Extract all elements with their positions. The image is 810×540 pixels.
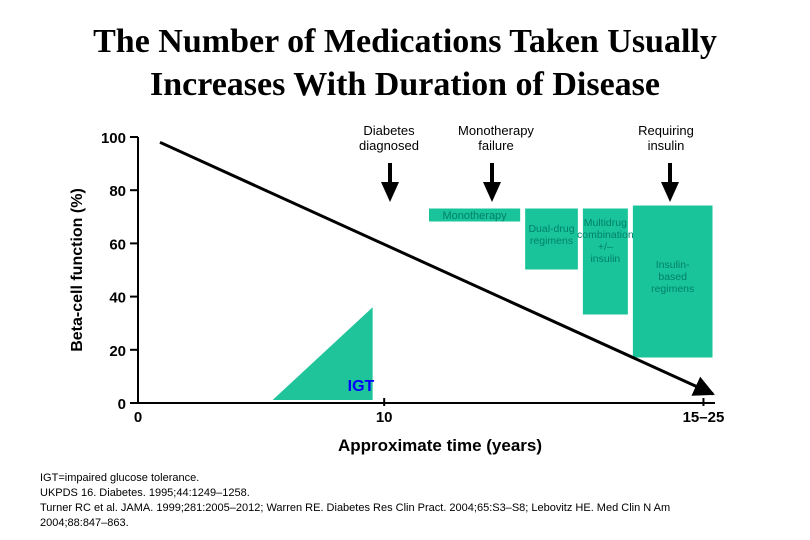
- x-tick-label: 15–25: [683, 409, 725, 426]
- chart-title: The Number of Medications Taken Usually …: [0, 20, 810, 106]
- title-line-2: Increases With Duration of Disease: [150, 66, 660, 103]
- phase-label: Insulin-based regimens: [651, 259, 694, 295]
- y-tick-label: 80: [109, 183, 126, 200]
- phase-box: [581, 207, 629, 316]
- x-tick-label: 10: [376, 409, 393, 426]
- y-tick-label: 60: [109, 236, 126, 253]
- igt-triangle: [272, 307, 373, 400]
- phase-label: Monotherapy: [442, 210, 507, 222]
- x-axis-label: Approximate time (years): [338, 436, 542, 455]
- event-arrow-head: [381, 182, 399, 202]
- event-arrow-head: [661, 182, 679, 202]
- reference-2: Turner RC et al. JAMA. 1999;281:2005–201…: [40, 502, 671, 514]
- beta-cell-line: [159, 140, 715, 396]
- title-line-1: The Number of Medications Taken Usually: [93, 23, 717, 60]
- y-axis-label: Beta-cell function (%): [69, 188, 86, 352]
- event-label: Diabetes diagnosed: [359, 123, 419, 153]
- reference-1: UKPDS 16. Diabetes. 1995;44:1249–1258.: [40, 487, 250, 499]
- y-tick-label: 20: [109, 343, 126, 360]
- y-tick-label: 40: [109, 290, 126, 307]
- phase-label: Dual-drug regimens: [528, 223, 574, 247]
- footnotes: IGT=impaired glucose tolerance. UKPDS 16…: [40, 471, 800, 531]
- beta-cell-chart: 0 20 40 60 80 100 Beta-cell function (%) 0 10 15–…: [69, 123, 725, 455]
- phase-box: [631, 204, 714, 359]
- event-label: Monotherapy failure: [458, 123, 534, 153]
- y-tick-label: 0: [118, 396, 126, 413]
- phase-box: [524, 207, 579, 271]
- igt-footnote: IGT=impaired glucose tolerance.: [40, 472, 200, 484]
- reference-3: 2004;88:847–863.: [40, 517, 129, 529]
- event-label: Requiring insulin: [638, 123, 694, 153]
- phase-label: Multidrug combination +/– insulin: [577, 217, 634, 265]
- y-tick-label: 100: [101, 130, 126, 147]
- x-tick-label: 0: [134, 409, 142, 426]
- event-arrow-head: [483, 182, 501, 202]
- igt-label: IGT: [348, 378, 375, 395]
- phase-box: [428, 207, 522, 223]
